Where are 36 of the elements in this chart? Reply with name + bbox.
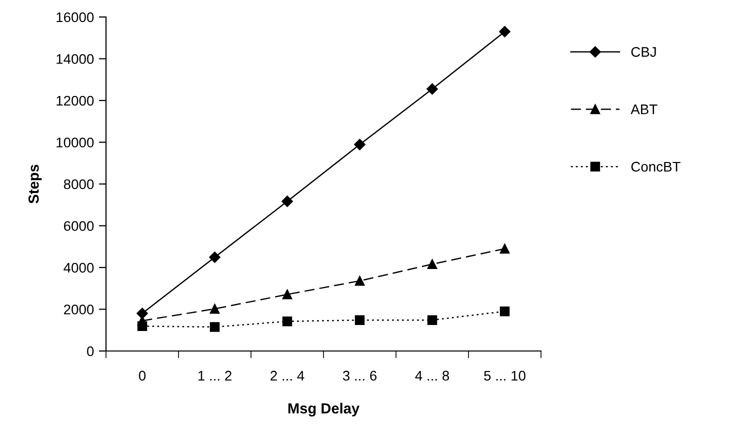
y-tick-label: 12000 — [56, 96, 94, 106]
point — [500, 244, 510, 254]
point — [426, 83, 438, 95]
x-tick-label: 0 — [138, 370, 146, 381]
x-tick-label: 5 ... 10 — [484, 370, 526, 381]
y-tick-label: 6000 — [64, 221, 94, 231]
y-tick-label: 10000 — [56, 138, 94, 148]
y-tick-label: 16000 — [56, 12, 94, 22]
x-tick-label: 2 ... 4 — [270, 370, 304, 381]
legend-label: ConcBT — [631, 162, 680, 172]
legend-label: ABT — [630, 104, 658, 114]
point — [282, 196, 293, 207]
point — [282, 316, 292, 326]
point — [210, 322, 220, 332]
point — [209, 252, 220, 263]
x-tick-label: 4 ... 8 — [415, 370, 450, 381]
point — [427, 259, 438, 270]
x-tick-label: 3 ... 6 — [342, 370, 377, 381]
x-axis-title: Msg Delay — [288, 402, 360, 416]
y-tick-label: 4000 — [64, 262, 94, 273]
point — [500, 306, 510, 316]
y-tick-label: 8000 — [64, 179, 94, 190]
point — [354, 315, 365, 325]
x-tick-label: 1 ... 2 — [198, 370, 232, 381]
y-tick-label: 2000 — [64, 304, 94, 314]
point — [210, 304, 220, 314]
y-tick-label: 0 — [87, 346, 94, 356]
point — [354, 276, 365, 286]
point — [354, 138, 366, 150]
y-tick-label: 14000 — [56, 54, 94, 64]
legend-label: CBJ — [631, 47, 656, 57]
y-axis-title: Steps — [28, 164, 42, 204]
point — [499, 26, 510, 38]
point — [427, 315, 438, 325]
point — [137, 321, 148, 332]
point — [282, 290, 292, 300]
